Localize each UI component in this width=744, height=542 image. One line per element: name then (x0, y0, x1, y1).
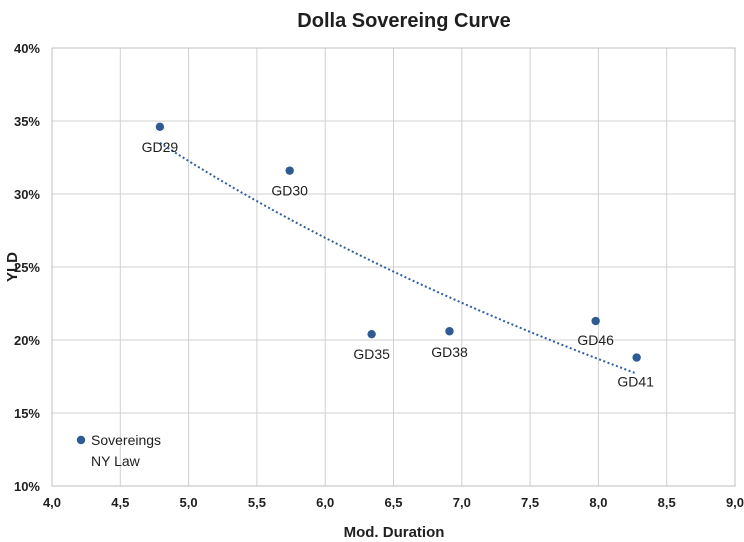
data-point (591, 316, 600, 326)
legend-label-line1: Sovereings (91, 432, 161, 448)
x-tick-label: 7,5 (521, 495, 539, 510)
y-tick-label: 30% (14, 187, 40, 202)
x-axis-title: Mod. Duration (344, 524, 445, 541)
data-label: GD30 (271, 183, 308, 199)
x-tick-label: 5,0 (180, 495, 198, 510)
x-tick-label: 6,5 (384, 495, 402, 510)
x-tick-label: 5,5 (248, 495, 266, 510)
y-axis-title: YLD (4, 252, 21, 282)
y-tick-label: 15% (14, 406, 40, 421)
data-label: GD29 (142, 139, 179, 155)
legend-marker (76, 435, 86, 445)
x-tick-label: 4,0 (43, 495, 61, 510)
data-point (285, 166, 294, 175)
data-label: GD41 (617, 374, 654, 390)
y-tick-label: 20% (14, 333, 40, 348)
data-point (155, 122, 165, 132)
x-tick-label: 9,0 (726, 495, 744, 510)
y-tick-label: 35% (14, 114, 40, 129)
data-labels: GD29 GD30 GD35 GD38 GD46 GD41 (142, 139, 655, 390)
y-axis-ticks: 10% 15% 20% 25% 30% 35% 40% (14, 41, 40, 494)
trendline (159, 142, 637, 375)
x-axis-ticks: 4,0 4,5 5,0 5,5 6,0 6,5 7,0 7,5 8,0 8,5 9,0 (43, 495, 744, 510)
x-tick-label: 7,0 (453, 495, 471, 510)
x-tick-label: 8,5 (658, 495, 676, 510)
chart-title: Dolla Sovereing Curve (297, 10, 510, 32)
gridlines (51, 47, 736, 487)
plot-area-frame (51, 47, 736, 487)
y-tick-label: 40% (14, 41, 40, 56)
legend: Sovereings NY Law (76, 432, 161, 469)
x-tick-label: 8,0 (589, 495, 607, 510)
legend-label-line2: NY Law (91, 453, 141, 469)
data-point (445, 327, 454, 336)
x-tick-label: 4,5 (111, 495, 129, 510)
y-tick-label: 25% (14, 260, 40, 275)
data-label: GD38 (431, 344, 468, 360)
x-tick-label: 6,0 (316, 495, 334, 510)
data-label: GD46 (577, 332, 614, 348)
data-label: GD35 (353, 346, 390, 362)
data-point (367, 329, 376, 339)
data-point (632, 353, 641, 362)
data-points (155, 122, 641, 362)
y-tick-label: 10% (14, 479, 40, 494)
